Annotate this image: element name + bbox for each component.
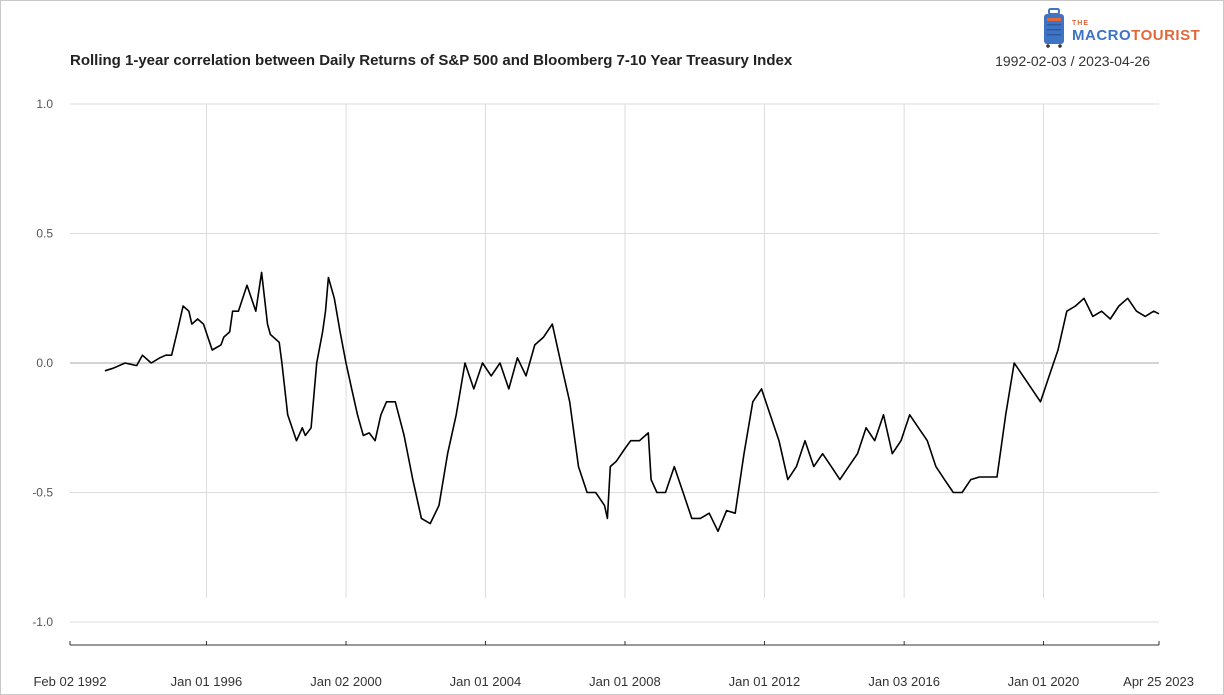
x-tick-label: Apr 25 2023 bbox=[1123, 674, 1194, 689]
y-tick-label: 0.5 bbox=[36, 227, 53, 241]
suitcase-icon bbox=[1044, 8, 1064, 48]
x-tick-label: Jan 01 1996 bbox=[171, 674, 243, 689]
y-tick-label: 0.0 bbox=[36, 356, 53, 370]
y-tick-label: -0.5 bbox=[32, 486, 53, 500]
date-range: 1992-02-03 / 2023-04-26 bbox=[995, 53, 1150, 69]
y-tick-label: 1.0 bbox=[36, 97, 53, 111]
chart-title: Rolling 1-year correlation between Daily… bbox=[70, 52, 793, 69]
series-layer bbox=[104, 271, 1160, 533]
y-tick-label: -1.0 bbox=[32, 615, 53, 629]
logo-the: THE bbox=[1072, 20, 1089, 27]
grid-lines bbox=[70, 103, 1159, 623]
macro-tourist-logo: THE MACROTOURIST bbox=[1040, 8, 1215, 48]
x-tick-label: Jan 03 2016 bbox=[868, 674, 940, 689]
correlation-line bbox=[104, 271, 1160, 533]
x-tick-label: Jan 02 2000 bbox=[310, 674, 382, 689]
x-tick-label: Feb 02 1992 bbox=[33, 674, 106, 689]
logo-wordmark: MACROTOURIST bbox=[1072, 27, 1200, 44]
x-tick-label: Jan 01 2020 bbox=[1008, 674, 1080, 689]
logo-macro: MACRO bbox=[1072, 27, 1132, 44]
x-tick-label: Jan 01 2008 bbox=[589, 674, 661, 689]
logo-tourist: TOURIST bbox=[1131, 27, 1201, 44]
x-tick-label: Jan 01 2004 bbox=[450, 674, 522, 689]
x-tick-label: Jan 01 2012 bbox=[729, 674, 801, 689]
axes: 1.0 0.5 0.0 -0.5 -1.0 Feb 02 1992 Jan 01 1996 J… bbox=[32, 97, 1194, 689]
